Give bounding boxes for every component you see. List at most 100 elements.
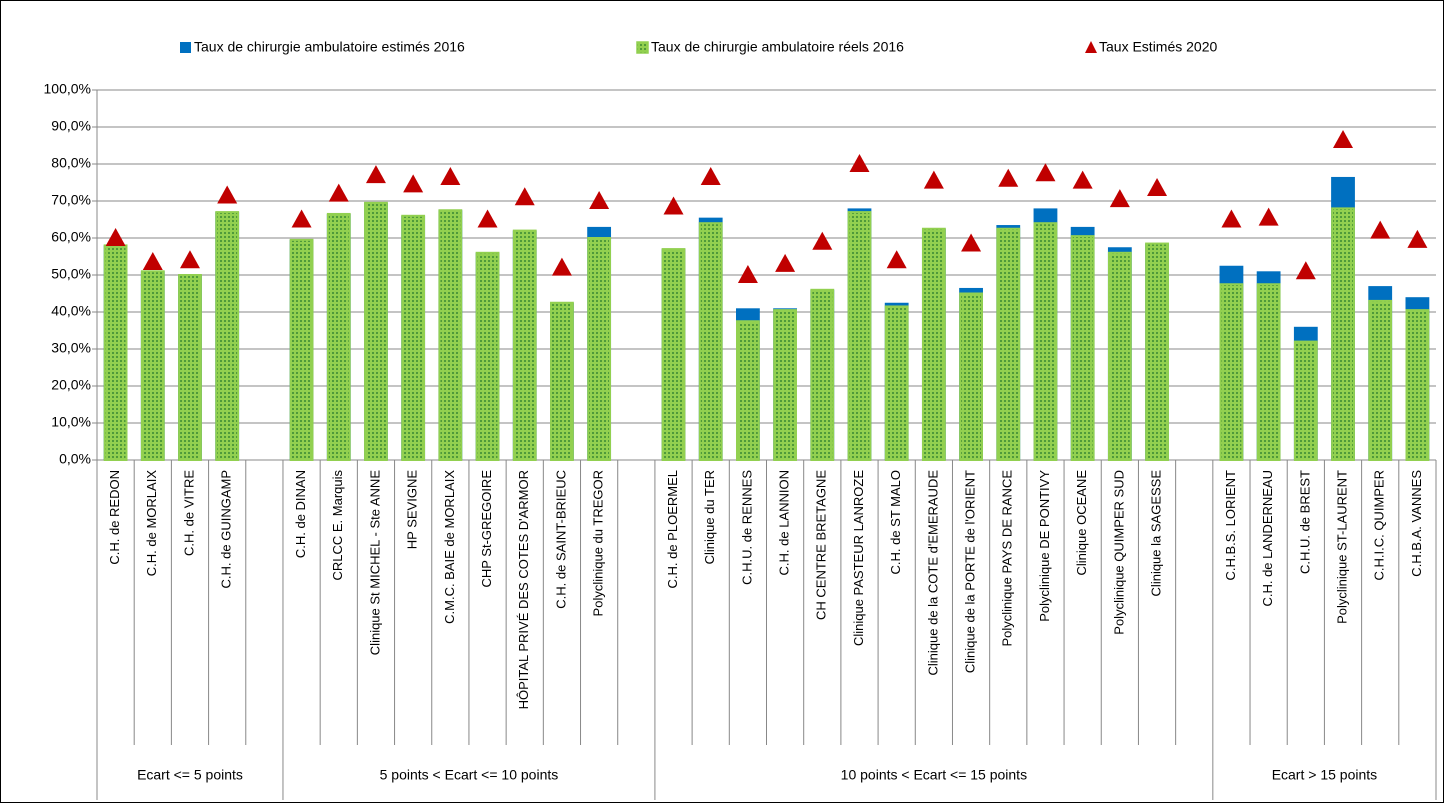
estimate-2020-marker [1147, 178, 1168, 197]
estimate-2020-marker [142, 252, 163, 271]
estimate-2020-marker [923, 170, 944, 189]
y-tick-label: 70,0% [51, 192, 91, 208]
real-bar [326, 212, 351, 461]
estimate-2020-marker [998, 168, 1019, 187]
real-bar [959, 292, 983, 461]
real-bar [1256, 283, 1281, 461]
x-tick-label: Clinique St MICHEL - Ste ANNE [367, 470, 382, 656]
x-tick-label: C.H. de MORLAIX [144, 470, 159, 577]
x-tick-label: C.H.U. de RENNES [739, 470, 754, 585]
estimate-2020-marker [1109, 189, 1130, 208]
x-tick-label: C.H. de ST MALO [888, 470, 903, 575]
y-tick-label: 40,0% [51, 303, 91, 319]
x-tick-label: C.H.B.S. LORIENT [1223, 470, 1238, 581]
x-tick-label: CHP St-GREGOIRE [479, 470, 494, 588]
y-tick-label: 90,0% [51, 118, 91, 134]
real-bar [996, 227, 1021, 461]
x-tick-label: C.H.I.C. QUIMPER [1372, 470, 1387, 581]
y-tick-label: 80,0% [51, 155, 91, 171]
x-tick-label: C.M.C. BAIE de MORLAIX [442, 470, 457, 624]
x-tick-label: C.H. de REDON [107, 470, 122, 565]
x-tick-label: Polyclinique du TREGOR [591, 470, 606, 616]
x-tick-label: Polyclinique DE PONTIVY [1037, 470, 1052, 622]
real-bar [1070, 235, 1095, 461]
x-tick-label: C.H.U. de BREST [1297, 470, 1312, 574]
estimate-2020-marker [849, 154, 870, 172]
group-label: 10 points < Ecart <= 15 points [841, 767, 1027, 783]
y-tick-label: 100,0% [44, 81, 91, 97]
x-tick-label: Clinique PASTEUR LANROZE [851, 470, 866, 646]
x-tick-label: CRLCC E. Marquis [330, 470, 345, 581]
real-bar [661, 248, 686, 461]
x-tick-label: C.H. de PLOERMEL [665, 470, 680, 589]
real-bar [512, 229, 537, 461]
real-bar [810, 288, 835, 461]
estimate-2020-marker [440, 166, 461, 185]
estimate-2020-marker [1333, 129, 1354, 148]
real-bar [1145, 242, 1169, 461]
real-bar [401, 214, 426, 461]
real-bar [1219, 283, 1244, 461]
x-tick-label: C.H. de DINAN [293, 470, 308, 558]
estimate-2020-marker [217, 185, 238, 204]
real-bar [1293, 340, 1318, 462]
y-tick-label: 60,0% [51, 229, 91, 245]
real-bar [215, 211, 240, 461]
x-tick-label: HP SEVIGNE [405, 470, 420, 550]
estimate-2020-marker [663, 196, 684, 215]
legend-swatch [1085, 41, 1097, 53]
group-label: Ecart <= 5 points [137, 767, 243, 783]
x-tick-label: C.H. de VITRE [181, 470, 196, 556]
x-tick-label: Clinique du TER [702, 470, 717, 564]
real-bar [364, 201, 388, 461]
x-tick-label: Polyclinique QUIMPER SUD [1111, 470, 1126, 635]
y-tick-label: 20,0% [51, 377, 91, 393]
estimate-2020-marker [1258, 207, 1279, 226]
x-tick-label: Polyclinique PAYS DE RANCE [1000, 470, 1015, 647]
estimate-2020-marker [1295, 261, 1316, 280]
x-tick-label: Clinique OCEANE [1074, 470, 1089, 576]
real-bar [140, 270, 165, 461]
legend-swatch [636, 41, 649, 54]
real-bar [1405, 309, 1430, 461]
estimate-2020-marker [775, 253, 796, 272]
real-bar [475, 251, 500, 461]
group-label: Ecart > 15 points [1272, 767, 1377, 783]
legend-swatch [180, 42, 191, 53]
real-bar [587, 237, 612, 461]
estimate-2020-marker [1035, 163, 1056, 182]
y-tick-label: 10,0% [51, 414, 91, 430]
estimate-2020-marker [477, 209, 498, 228]
legend-label: Taux de chirurgie ambulatoire réels 2016 [651, 39, 904, 55]
real-bar [847, 211, 872, 461]
estimate-2020-marker [589, 191, 610, 209]
x-tick-label: C.H. de GUINGAMP [219, 470, 234, 588]
estimate-2020-marker [737, 265, 758, 283]
estimate-2020-marker [179, 250, 200, 269]
real-bar [1331, 207, 1355, 461]
real-bar [1033, 222, 1058, 461]
estimate-2020-marker [961, 233, 982, 252]
legend-label: Taux Estimés 2020 [1099, 39, 1217, 55]
y-tick-label: 30,0% [51, 340, 91, 356]
estimate-2020-marker [365, 165, 386, 184]
estimate-2020-marker [812, 231, 833, 250]
real-bar [736, 320, 760, 461]
x-tick-label: Clinique la SAGESSE [1148, 470, 1163, 597]
x-tick-label: C.H. de LANDERNEAU [1260, 470, 1275, 607]
real-bar [773, 309, 797, 461]
real-bar [103, 244, 128, 461]
x-tick-label: C.H. de SAINT-BRIEUC [553, 470, 568, 609]
estimate-2020-marker [403, 174, 424, 193]
y-tick-label: 50,0% [51, 266, 91, 282]
legend-label: Taux de chirurgie ambulatoire estimés 20… [194, 39, 465, 55]
real-bar [438, 209, 463, 461]
x-tick-label: Clinique de la COTE d'EMERAUDE [925, 470, 940, 676]
estimate-2020-marker [886, 250, 907, 269]
estimate-2020-marker [328, 183, 349, 202]
x-tick-label: Clinique de la PORTE de l'ORIENT [963, 470, 978, 673]
estimate-2020-marker [1221, 209, 1242, 228]
estimate-2020-marker [291, 209, 312, 228]
x-tick-label: Polyclinique ST-LAURENT [1334, 470, 1349, 624]
estimate-2020-marker [1407, 229, 1428, 248]
